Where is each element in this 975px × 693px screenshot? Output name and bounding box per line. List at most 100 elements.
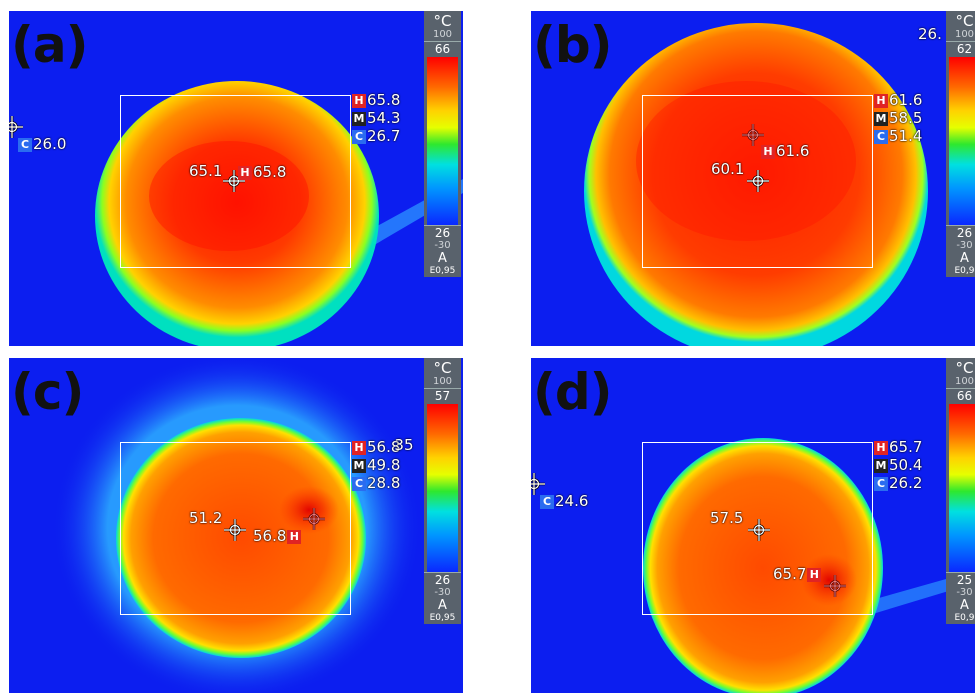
roi-stats: H 65.7 M 50.4 C 26.2 [874, 438, 922, 492]
scale-range-min: -30 [434, 587, 451, 598]
scale-range-min: -30 [956, 240, 973, 251]
scale-mode: A [960, 598, 969, 613]
color-bar [949, 404, 975, 572]
emissivity: E0,95 [429, 613, 456, 623]
hot-spot-temp: 65.8 [253, 163, 287, 181]
thermal-image-d [643, 438, 975, 693]
scale-range-min: -30 [434, 240, 451, 251]
scale-range-max: 100 [432, 29, 453, 40]
measurement-box[interactable] [120, 442, 351, 615]
cold-tag: C [352, 130, 366, 144]
thermal-panel-b: (b) 26. H 61.6 M 58.5 C 51.4 H 61.6 60.1 °C … [531, 11, 975, 346]
temperature-scale: °C 100 66 25 -30 A E0,9 [946, 358, 975, 624]
hot-tag: H [352, 94, 366, 108]
scale-mode: A [960, 251, 969, 266]
scale-span-max: 62 [946, 41, 975, 56]
thermal-panel-d: (d) H 65.7 M 50.4 C 26.2 57.5 65.7 H C 24.6 °… [531, 358, 975, 693]
roi-mean-temp: 54.3 [367, 109, 401, 127]
spot-temp: 65.1 [189, 162, 223, 180]
color-bar [427, 404, 458, 572]
scale-unit: °C [433, 359, 452, 377]
roi-min-temp: 26.7 [367, 127, 401, 145]
hot-crosshair-icon[interactable] [824, 575, 846, 597]
hot-tag: H [238, 166, 252, 180]
cold-tag: C [540, 495, 554, 509]
mean-tag: M [352, 112, 366, 126]
hot-spot-readout: H 65.8 [238, 163, 286, 181]
thermal-panel-a: (a) H 65.8 M 54.3 C 26.7 65.1 H 65.8 C 26.0 °… [9, 11, 463, 346]
roi-min-temp: 28.8 [367, 474, 401, 492]
spot-temp: 60.1 [711, 160, 745, 178]
panel-label: (b) [533, 16, 612, 74]
roi-min-temp: 26.2 [889, 474, 923, 492]
roi-max-temp: 65.8 [367, 91, 401, 109]
cold-tag: C [874, 477, 888, 491]
temperature-scale: °C 100 57 26 -30 A E0,95 [424, 358, 461, 624]
crosshair-icon[interactable] [747, 170, 769, 192]
cold-spot-temp: 24.6 [555, 492, 589, 510]
scale-unit: °C [433, 12, 452, 30]
crosshair-icon[interactable] [224, 519, 246, 541]
hot-spot-readout: 65.7 H [773, 565, 822, 583]
temperature-scale: °C 100 66 26 -30 A E0,95 [424, 11, 461, 277]
hot-tag: H [287, 530, 302, 544]
scale-range-max: 100 [954, 29, 975, 40]
measurement-box[interactable] [642, 95, 873, 268]
emissivity: E0,9 [954, 266, 975, 276]
spot-readout: 57.5 [710, 509, 743, 527]
spot-readout: 51.2 [189, 509, 222, 527]
cold-spot-readout: C 24.6 [540, 492, 588, 510]
roi-stats: H 56.835 M 49.8 C 28.8 [352, 436, 420, 492]
emissivity: E0,9 [954, 613, 975, 623]
hot-crosshair-icon[interactable] [303, 508, 325, 530]
scale-range-max: 100 [432, 376, 453, 387]
panel-label: (d) [533, 363, 612, 421]
hot-tag: H [352, 441, 366, 455]
panel-label: (a) [11, 16, 88, 74]
measurement-box[interactable] [642, 442, 873, 615]
panel-label: (c) [11, 363, 84, 421]
scale-span-min: 26 [946, 225, 975, 240]
scale-unit: °C [955, 359, 974, 377]
scale-span-max: 66 [946, 388, 975, 403]
hot-spot-readout: 56.8 H [253, 527, 302, 545]
hot-tag: H [761, 145, 775, 159]
cold-spot-readout: C 26.0 [18, 135, 66, 153]
overlap-text: 35 [394, 436, 414, 454]
mean-tag: M [352, 459, 366, 473]
measurement-box[interactable] [120, 95, 351, 268]
cold-tag: C [18, 138, 32, 152]
hot-spot-temp: 56.8 [253, 527, 287, 545]
cold-spot-temp: 26.0 [33, 135, 67, 153]
scale-unit: °C [955, 12, 974, 30]
roi-stats: H 65.8 M 54.3 C 26.7 [352, 91, 400, 145]
spot-readout: 60.1 [711, 160, 744, 178]
scale-mode: A [438, 598, 447, 613]
corner-readout: 26. [918, 25, 942, 43]
thermal-image-a [95, 81, 463, 346]
scale-mode: A [438, 251, 447, 266]
scale-span-max: 66 [424, 41, 461, 56]
hot-tag: H [874, 441, 888, 455]
roi-mean-temp: 49.8 [367, 456, 401, 474]
scale-range-max: 100 [954, 376, 975, 387]
scale-range-min: -30 [956, 587, 973, 598]
scale-span-min: 26 [424, 572, 461, 587]
mean-tag: M [874, 112, 888, 126]
hot-spot-temp: 65.7 [773, 565, 807, 583]
mean-tag: M [874, 459, 888, 473]
crosshair-icon[interactable] [748, 519, 770, 541]
thermal-panel-c: (c) H 56.835 M 49.8 C 28.8 51.2 56.8 H °C 10… [9, 358, 463, 693]
scale-span-min: 25 [946, 572, 975, 587]
spot-readout: 65.1 [189, 162, 222, 180]
temperature-scale: °C 100 62 26 -30 A E0,9 [946, 11, 975, 277]
color-bar [427, 57, 458, 225]
hot-tag: H [807, 568, 822, 582]
roi-mean-temp: 50.4 [889, 456, 923, 474]
cold-tag: C [874, 130, 888, 144]
hot-spot-readout: H 61.6 [761, 142, 809, 160]
hot-tag: H [874, 94, 888, 108]
emissivity: E0,95 [429, 266, 456, 276]
roi-max-temp: 56.8 [367, 438, 401, 456]
roi-max-temp: 65.7 [889, 438, 923, 456]
